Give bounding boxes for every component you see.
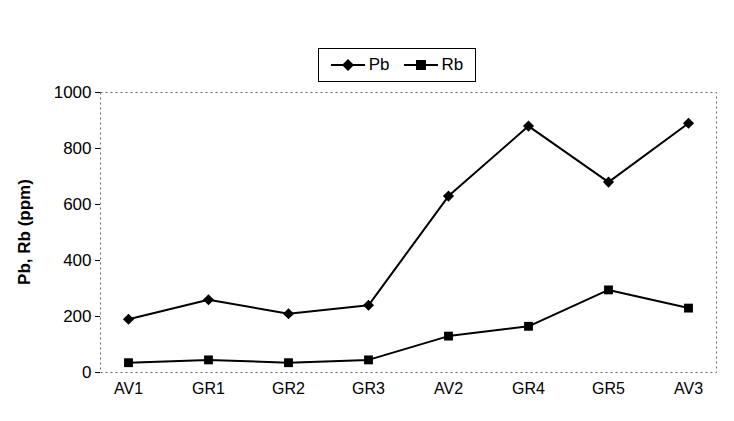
svg-text:GR3: GR3 <box>352 380 385 397</box>
html-text:Pb: Pb <box>368 55 390 74</box>
svg-text:800: 800 <box>63 139 91 158</box>
svg-text:200: 200 <box>63 307 91 326</box>
svg-text:0: 0 <box>82 363 91 382</box>
html-text:Rb: Rb <box>441 55 464 74</box>
svg-text:600: 600 <box>63 195 91 214</box>
svg-text:Pb, Rb (ppm): Pb, Rb (ppm) <box>15 179 34 285</box>
svg-text:GR2: GR2 <box>272 380 305 397</box>
svg-text:400: 400 <box>63 251 91 270</box>
svg-text:GR5: GR5 <box>592 380 625 397</box>
svg-text:GR4: GR4 <box>512 380 545 397</box>
svg-text:AV1: AV1 <box>114 380 143 397</box>
svg-text:AV3: AV3 <box>674 380 703 397</box>
svg-text:1000: 1000 <box>54 83 92 102</box>
svg-text:AV2: AV2 <box>434 380 463 397</box>
svg-text:GR1: GR1 <box>192 380 225 397</box>
